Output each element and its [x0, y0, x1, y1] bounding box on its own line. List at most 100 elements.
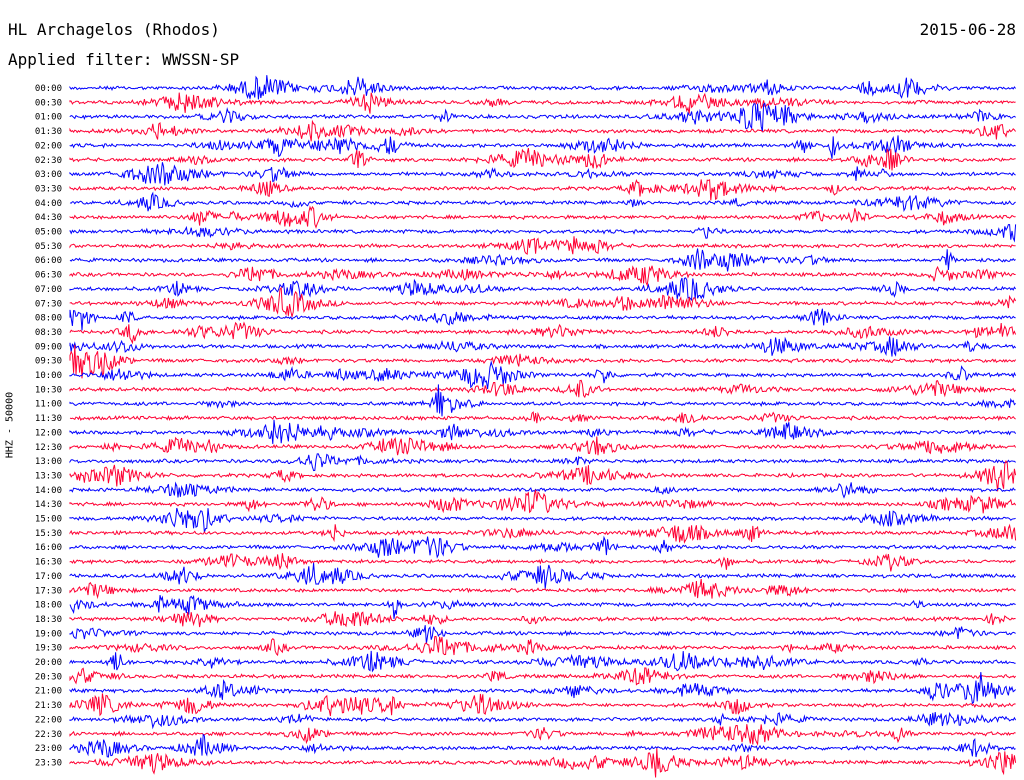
trace-line [69, 419, 1017, 444]
trace-line [69, 135, 1016, 159]
row-label: 13:00 [35, 457, 62, 467]
row-label: 06:00 [35, 256, 62, 266]
row-label: 19:30 [35, 644, 62, 654]
row-label: 00:30 [35, 98, 62, 108]
row-label: 15:30 [35, 529, 62, 539]
row-label: 06:30 [35, 271, 62, 281]
row-label: 08:00 [35, 314, 62, 324]
trace-line [69, 635, 1017, 657]
row-label: 21:00 [35, 687, 62, 697]
trace-line [69, 321, 1017, 345]
row-label: 01:30 [35, 127, 62, 137]
row-label: 10:00 [35, 371, 62, 381]
trace-line [69, 578, 1016, 600]
row-label: 19:00 [35, 629, 62, 639]
trace-line [69, 650, 1016, 673]
trace-line [69, 360, 1017, 389]
row-label: 14:30 [35, 500, 62, 510]
trace-line [69, 553, 1016, 572]
row-label: 07:00 [35, 285, 62, 295]
trace-line [69, 265, 1016, 287]
trace-line [69, 224, 1017, 243]
trace-line [69, 594, 1016, 619]
row-label: 02:00 [35, 141, 62, 151]
trace-line [69, 481, 1016, 499]
row-label: 03:00 [35, 170, 62, 180]
trace-line [69, 379, 1016, 399]
trace-line [69, 119, 1016, 142]
trace-line [69, 286, 1017, 317]
row-label: 20:00 [35, 658, 62, 668]
row-label: 23:30 [35, 758, 62, 768]
row-label: 00:00 [35, 84, 62, 94]
trace-line [69, 147, 1016, 171]
trace-line [69, 667, 1016, 686]
trace-line [69, 92, 1016, 114]
trace-line [69, 179, 1017, 201]
row-label: 05:00 [35, 228, 62, 238]
trace-line [69, 672, 1016, 705]
filter-label: Applied filter: WWSSN-SP [8, 50, 240, 69]
trace-line [69, 436, 1017, 456]
row-label: 11:30 [35, 414, 62, 424]
row-label: 08:30 [35, 328, 62, 338]
trace-line [69, 75, 1016, 100]
trace-line [69, 693, 1016, 717]
trace-line [69, 724, 1016, 746]
row-label: 20:30 [35, 672, 62, 682]
row-label: 10:30 [35, 385, 62, 395]
trace-line [69, 453, 1016, 472]
trace-line [69, 336, 1016, 357]
row-label: 09:30 [35, 357, 62, 367]
row-label: 05:30 [35, 242, 62, 252]
row-label: 01:00 [35, 113, 62, 123]
trace-line [69, 162, 1016, 186]
row-label: 09:00 [35, 342, 62, 352]
row-label: 18:00 [35, 601, 62, 611]
row-label: 21:30 [35, 701, 62, 711]
trace-line [69, 248, 1016, 272]
trace-line [69, 535, 1016, 559]
trace-line [69, 507, 1016, 533]
trace-line [69, 191, 1016, 212]
row-label: 18:30 [35, 615, 62, 625]
date-label: 2015-06-28 [919, 20, 1016, 39]
trace-line [69, 459, 1017, 492]
trace-line [69, 205, 1016, 229]
row-label: 22:00 [35, 715, 62, 725]
trace-line [69, 102, 1016, 132]
trace-line [69, 277, 1017, 302]
row-label: 11:00 [35, 400, 62, 410]
trace-line [69, 344, 1017, 379]
row-label: 04:30 [35, 213, 62, 223]
row-label: 12:00 [35, 428, 62, 438]
row-label: 03:30 [35, 184, 62, 194]
trace-line [69, 523, 1017, 544]
trace-line [69, 384, 1016, 417]
trace-line [69, 562, 1016, 589]
station-title: HL Archagelos (Rhodos) [8, 20, 220, 39]
row-label: 14:00 [35, 486, 62, 496]
row-label: 04:00 [35, 199, 62, 209]
trace-line [69, 308, 1016, 331]
row-label: 17:00 [35, 572, 62, 582]
row-label: 02:30 [35, 156, 62, 166]
trace-line [69, 611, 1016, 628]
row-label: 23:00 [35, 744, 62, 754]
trace-line [69, 411, 1016, 424]
trace-line [69, 236, 1016, 255]
trace-line [69, 733, 1016, 758]
row-label: 16:30 [35, 558, 62, 568]
row-label: 16:00 [35, 543, 62, 553]
row-label: 15:00 [35, 515, 62, 525]
row-label: 13:30 [35, 471, 62, 481]
row-label: 17:30 [35, 586, 62, 596]
trace-line [69, 748, 1017, 778]
row-label: 12:30 [35, 443, 62, 453]
row-label: 07:30 [35, 299, 62, 309]
trace-line [69, 489, 1017, 514]
trace-line [69, 711, 1017, 730]
row-label: 22:30 [35, 730, 62, 740]
trace-line [69, 625, 1016, 644]
